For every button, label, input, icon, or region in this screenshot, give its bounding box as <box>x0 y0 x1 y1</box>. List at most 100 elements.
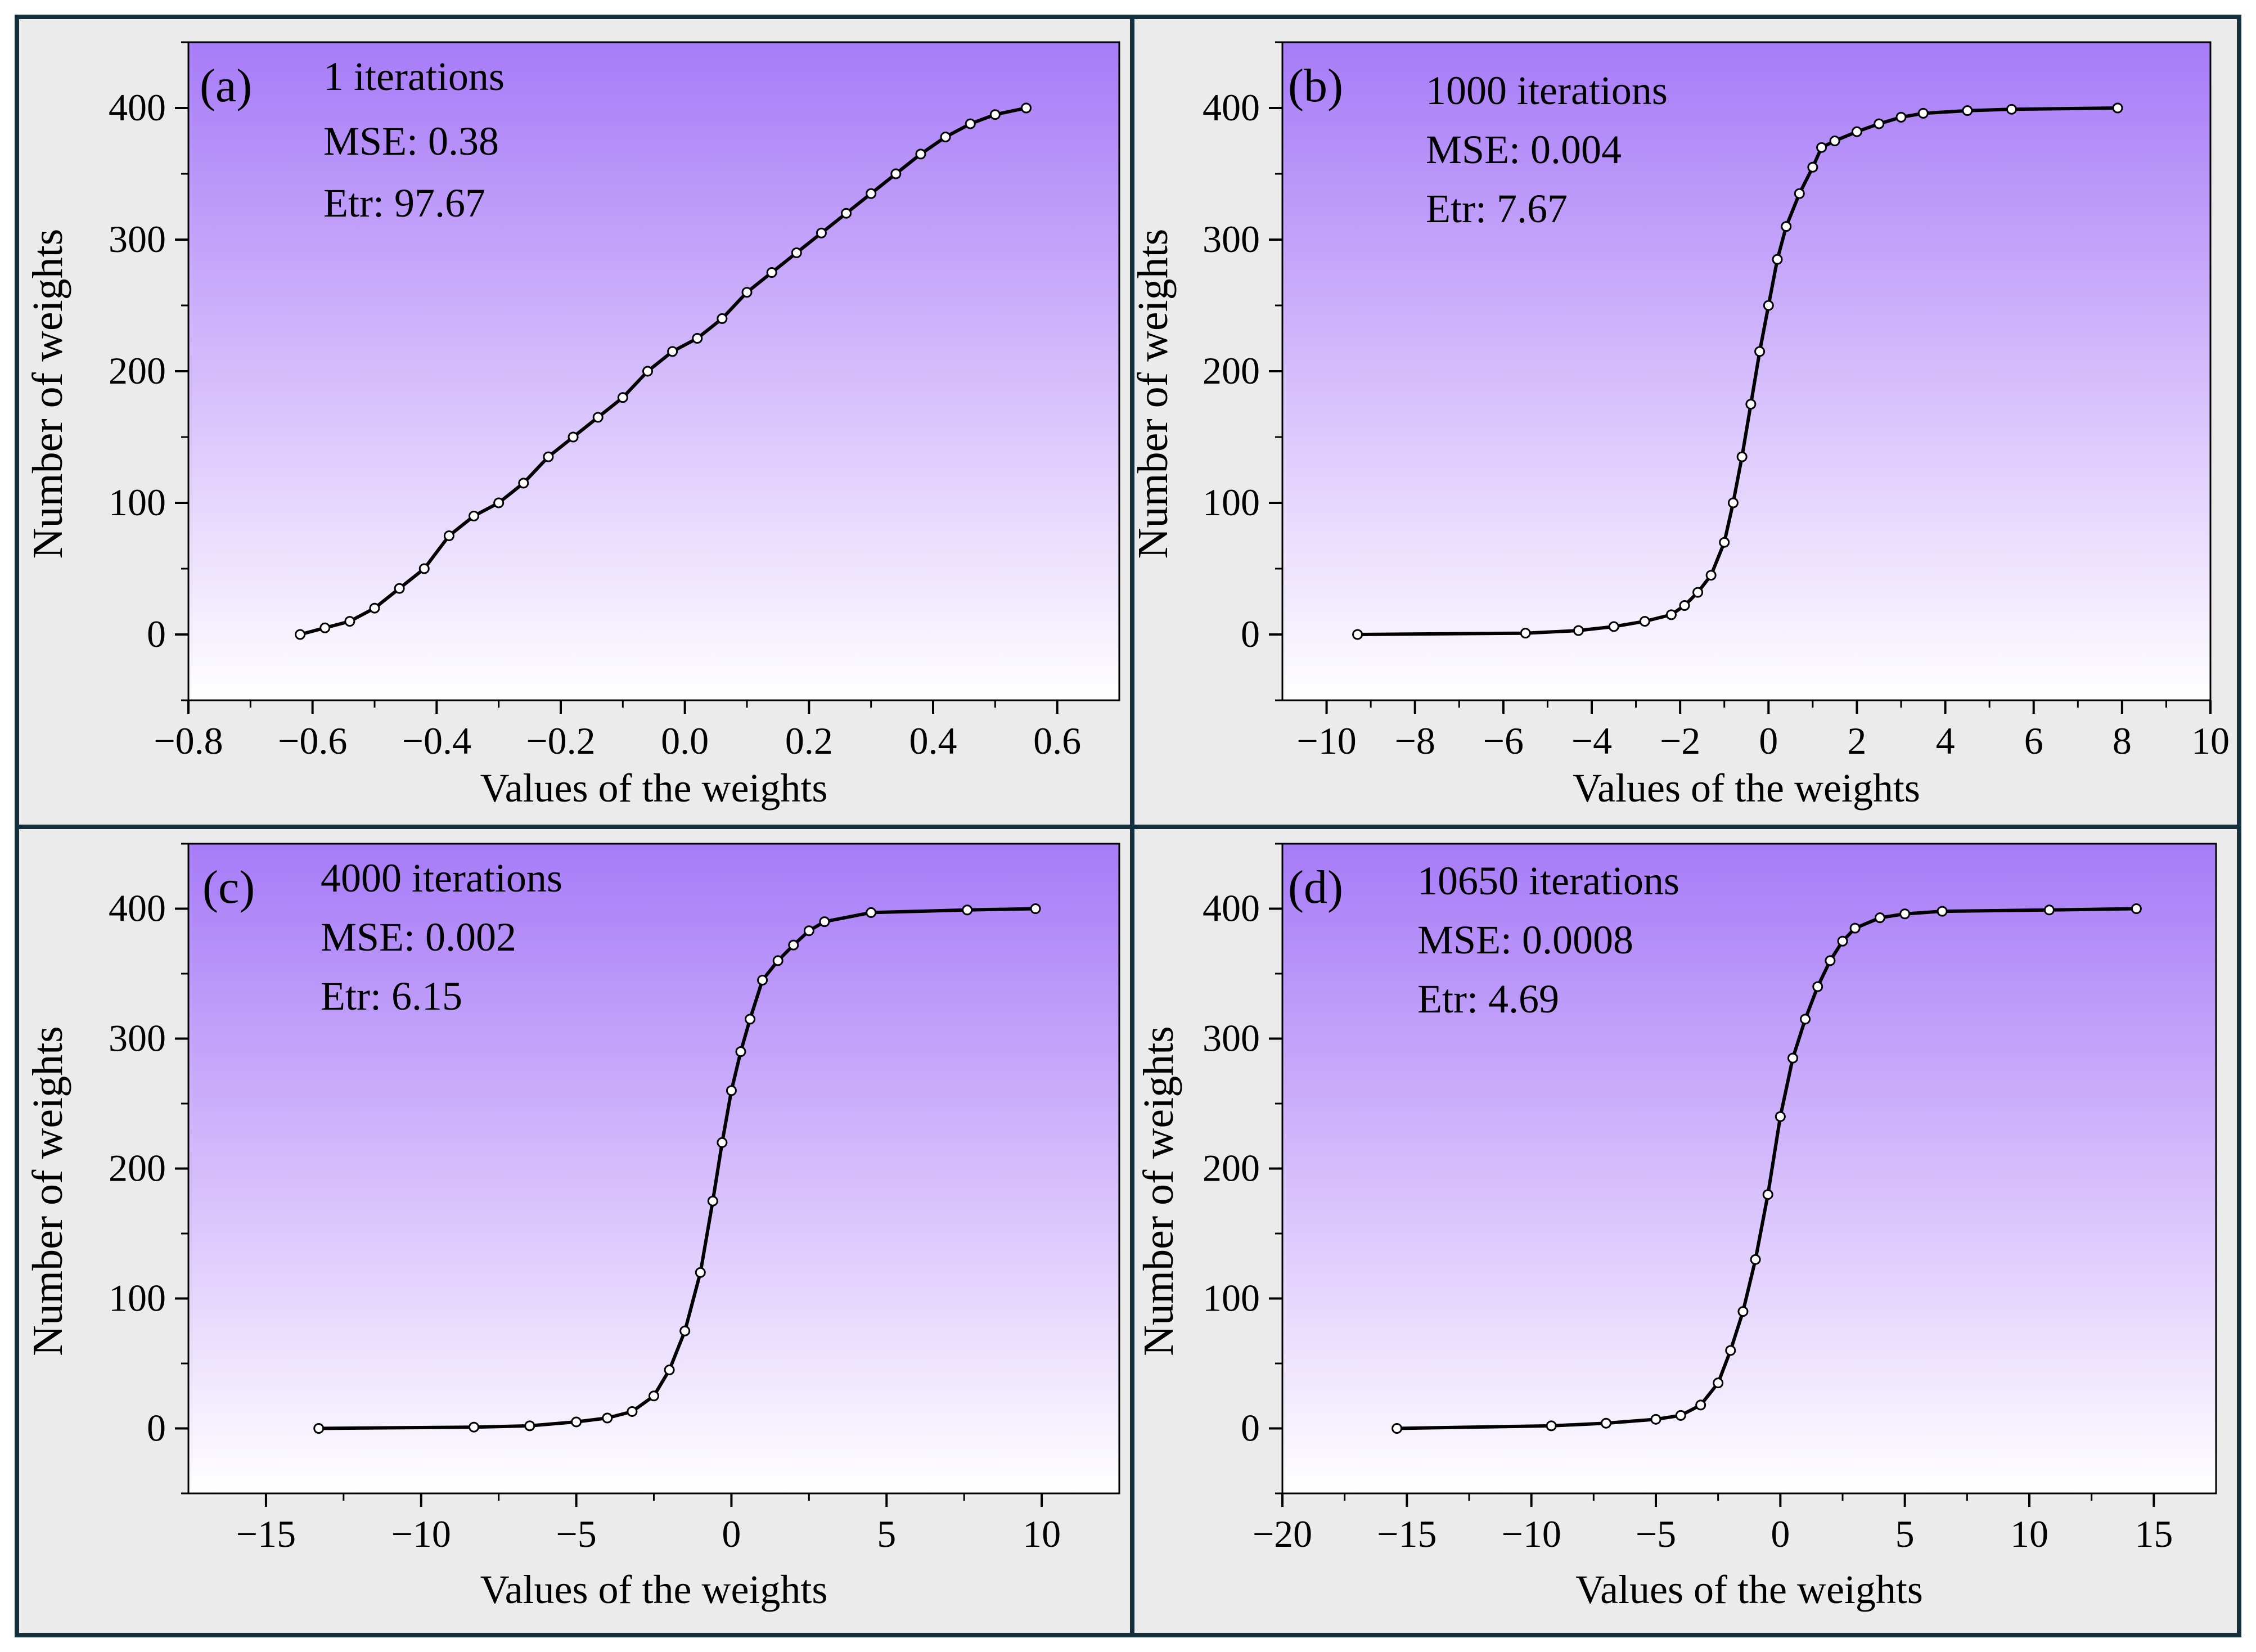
x-tick-label: −5 <box>1636 1513 1676 1555</box>
data-point <box>1851 126 1862 137</box>
data-point <box>1675 1410 1686 1421</box>
data-point <box>766 267 777 278</box>
x-tick-label: −0.6 <box>278 719 347 762</box>
panel-label: (a) <box>200 60 252 112</box>
x-tick-label: 0.0 <box>661 719 709 762</box>
data-point <box>295 629 306 640</box>
chart-panel-d: 0 100 200 300 400 −20 −15 −10 −5 0 5 10 15 Values of … <box>1130 825 2241 1637</box>
x-tick-label: 0 <box>1771 1513 1790 1555</box>
plot-area <box>187 41 1120 701</box>
data-point <box>344 616 355 627</box>
data-point <box>1705 570 1717 581</box>
data-point <box>1816 142 1827 153</box>
data-point <box>915 148 926 160</box>
data-point <box>617 392 628 403</box>
y-axis-label: Number of weights <box>1129 229 1177 559</box>
x-tick-label: 15 <box>2135 1513 2173 1555</box>
data-point <box>741 287 753 298</box>
data-point <box>1573 625 1584 636</box>
data-point <box>1874 912 1885 924</box>
x-tick-label: 10 <box>2191 719 2230 762</box>
annotation: Etr: 7.67 <box>1426 186 1568 231</box>
panel-label: (c) <box>202 861 255 913</box>
data-point <box>1812 981 1823 992</box>
data-point <box>707 1195 718 1207</box>
annotation: MSE: 0.004 <box>1426 127 1622 172</box>
data-point <box>1829 136 1840 146</box>
x-tick-label: −0.4 <box>402 719 471 762</box>
data-point <box>1737 1306 1749 1317</box>
data-point <box>788 939 799 951</box>
annotation: Etr: 97.67 <box>323 181 485 226</box>
data-point <box>649 1390 659 1402</box>
y-tick-label: 0 <box>147 613 166 655</box>
x-axis-label: Values of the weights <box>1575 1567 1923 1612</box>
data-point <box>1781 221 1792 232</box>
x-tick-label: −0.8 <box>154 719 223 762</box>
annotation: MSE: 0.002 <box>321 915 516 960</box>
x-tick-label: −6 <box>1483 719 1524 762</box>
y-axis-label: Number of weights <box>1135 1026 1182 1356</box>
x-tick-label: 5 <box>877 1513 896 1555</box>
data-point <box>1895 111 1907 123</box>
data-point <box>1807 161 1818 173</box>
series-line <box>1357 106 2118 636</box>
data-point <box>2112 102 2123 114</box>
data-point <box>1874 118 1885 129</box>
data-point <box>627 1406 638 1417</box>
x-tick-label: 0.2 <box>785 719 833 762</box>
x-tick-label: 0.6 <box>1033 719 1081 762</box>
plot-area <box>1281 41 2212 701</box>
x-tick-label: −15 <box>1377 1513 1437 1555</box>
data-point <box>1937 906 1948 917</box>
y-tick-label: 100 <box>109 1277 166 1320</box>
data-point <box>989 109 1001 120</box>
data-point <box>841 208 852 219</box>
data-point <box>679 1325 691 1336</box>
annotation: 4000 iterations <box>321 856 562 901</box>
plot-area <box>187 843 1120 1495</box>
data-point <box>418 563 430 574</box>
y-tick-label: 400 <box>1203 86 1260 129</box>
annotation: MSE: 0.0008 <box>1417 917 1633 962</box>
data-point <box>1762 1189 1773 1200</box>
y-axis-label: Number of weights <box>24 1026 71 1356</box>
data-point <box>745 1014 756 1025</box>
y-tick-label: 200 <box>109 349 166 392</box>
data-point <box>571 1416 582 1428</box>
data-point <box>695 1267 706 1278</box>
data-point <box>1825 955 1836 966</box>
data-point <box>1650 1414 1661 1425</box>
x-tick-label: 6 <box>2024 719 2043 762</box>
annotation: Etr: 6.15 <box>321 974 462 1019</box>
data-point <box>1713 1378 1724 1389</box>
data-point <box>2006 103 2017 115</box>
data-point <box>1692 587 1704 598</box>
data-point <box>664 1365 675 1376</box>
y-tick-label: 400 <box>109 887 166 930</box>
x-tick-label: −10 <box>1501 1513 1561 1555</box>
data-point <box>1849 922 1861 934</box>
x-axis-label: Values of the weights <box>480 766 828 811</box>
x-tick-label: 0 <box>722 1513 741 1555</box>
annotation: MSE: 0.38 <box>323 119 499 164</box>
data-point <box>1775 1111 1786 1122</box>
data-point <box>313 1423 325 1434</box>
chart-panel-b: 0 100 200 300 400 −10 −8 −6 −4 −2 0 2 4 6 8 10 Values of… <box>1129 15 2241 829</box>
x-tick-label: −5 <box>556 1513 596 1555</box>
y-tick-label: 0 <box>1241 1407 1260 1450</box>
x-tick-label: 10 <box>1023 1513 1061 1555</box>
data-point <box>568 431 579 443</box>
data-point <box>1917 107 1929 119</box>
y-axis-label: Number of weights <box>24 229 71 559</box>
data-point <box>2131 903 2142 914</box>
data-point <box>642 366 653 377</box>
x-tick-label: 5 <box>1895 1513 1915 1555</box>
x-axis-label: Values of the weights <box>480 1567 828 1612</box>
x-tick-label: 0.4 <box>909 719 957 762</box>
data-point <box>1837 935 1848 947</box>
data-point <box>1665 609 1677 620</box>
data-point <box>962 904 973 916</box>
data-point <box>543 451 554 462</box>
